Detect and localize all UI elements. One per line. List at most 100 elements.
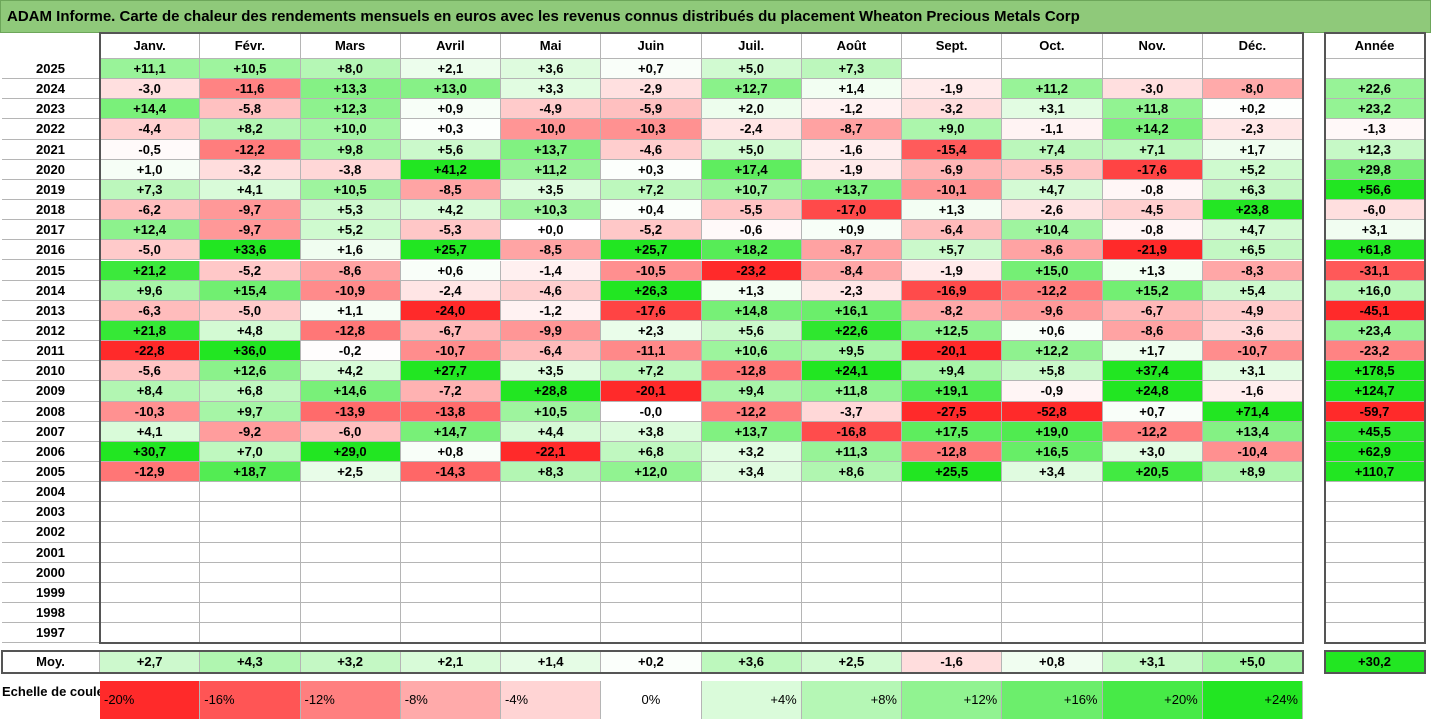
heatmap-cell: -3,0 xyxy=(100,79,201,100)
heatmap-cell: +20,5 xyxy=(1102,462,1203,483)
heatmap-cell xyxy=(100,482,201,503)
month-header: Juin xyxy=(601,33,702,59)
heatmap-cell xyxy=(400,603,501,624)
heatmap-cell xyxy=(701,603,802,624)
heatmap-cell: +5,0 xyxy=(701,59,802,80)
month-header: Nov. xyxy=(1102,33,1203,59)
heatmap-cell: +11,1 xyxy=(100,59,201,80)
heatmap-cell: -12,8 xyxy=(701,361,802,382)
heatmap-cell: +10,7 xyxy=(701,179,802,201)
year-label: 2007 xyxy=(2,421,100,442)
heatmap-cell: +24,8 xyxy=(1102,381,1203,402)
average-cell: -1,6 xyxy=(902,651,1003,674)
annual-cell xyxy=(1325,623,1425,644)
heatmap-cell: +12,4 xyxy=(100,220,201,241)
heatmap-cell xyxy=(400,522,501,543)
heatmap-cell: +25,7 xyxy=(601,240,702,261)
heatmap-cell: -12,2 xyxy=(200,139,301,160)
heatmap-cell: +0,6 xyxy=(1002,320,1103,342)
heatmap-cell: -13,9 xyxy=(300,401,401,422)
average-cell: +1,4 xyxy=(501,651,602,674)
annual-cell: -23,2 xyxy=(1325,341,1425,362)
heatmap-cell xyxy=(400,482,501,503)
heatmap-cell xyxy=(400,562,501,583)
year-label: 2002 xyxy=(2,522,100,543)
year-label: 2003 xyxy=(2,502,100,523)
heatmap-cell: -8,6 xyxy=(300,260,401,281)
heatmap-cell xyxy=(1202,562,1303,583)
heatmap-cell: -8,3 xyxy=(1202,260,1303,281)
heatmap-cell: +10,5 xyxy=(200,59,301,80)
heatmap-cell xyxy=(501,603,602,624)
heatmap-cell xyxy=(902,562,1003,583)
heatmap-cell xyxy=(1002,542,1103,563)
heatmap-cell: +6,3 xyxy=(1202,179,1303,201)
heatmap-cell: -3,7 xyxy=(801,401,902,422)
heatmap-cell: +3,5 xyxy=(501,179,602,201)
heatmap-cell xyxy=(100,623,201,644)
annual-cell: +45,5 xyxy=(1325,421,1425,442)
month-header: Janv. xyxy=(100,33,201,59)
heatmap-cell: -9,9 xyxy=(501,320,602,342)
heatmap-cell xyxy=(902,522,1003,543)
heatmap-cell: -2,9 xyxy=(601,79,702,100)
annual-header: Année xyxy=(1325,33,1425,59)
heatmap-cell xyxy=(100,522,201,543)
heatmap-cell: +1,6 xyxy=(300,240,401,261)
annual-cell: -6,0 xyxy=(1325,200,1425,221)
heatmap-cell: +9,5 xyxy=(801,341,902,362)
annual-cell xyxy=(1325,562,1425,583)
heatmap-cell: -1,2 xyxy=(501,300,602,321)
heatmap-cell: +5,2 xyxy=(1202,159,1303,180)
heatmap-cell: +0,9 xyxy=(801,220,902,241)
heatmap-cell: +0,7 xyxy=(1102,401,1203,422)
heatmap-cell: +3,3 xyxy=(501,79,602,100)
annual-cell: +16,0 xyxy=(1325,280,1425,301)
year-label: 2024 xyxy=(2,79,100,100)
heatmap-cell: +3,1 xyxy=(1002,99,1103,120)
heatmap-cell: +4,2 xyxy=(400,200,501,221)
heatmap-cell: -8,7 xyxy=(801,240,902,261)
heatmap-cell: +11,3 xyxy=(801,441,902,462)
heatmap-cell: -16,9 xyxy=(902,280,1003,301)
heatmap-cell xyxy=(200,502,301,523)
heatmap-cell: +2,0 xyxy=(701,99,802,120)
heatmap-cell: +23,8 xyxy=(1202,200,1303,221)
heatmap-cell: -17,6 xyxy=(1102,159,1203,180)
heatmap-cell: -16,8 xyxy=(801,421,902,442)
average-cell: +5,0 xyxy=(1202,651,1303,674)
month-header: Mars xyxy=(300,33,401,59)
annual-cell xyxy=(1325,542,1425,563)
heatmap-cell: +5,8 xyxy=(1002,361,1103,382)
heatmap-cell: +7,3 xyxy=(801,59,902,80)
heatmap-cell xyxy=(200,582,301,604)
heatmap-cell: +36,0 xyxy=(200,341,301,362)
year-label: 2023 xyxy=(2,99,100,120)
heatmap-cell: -10,0 xyxy=(501,119,602,140)
heatmap-cell: -23,2 xyxy=(701,260,802,281)
heatmap-cell: +6,8 xyxy=(601,441,702,462)
average-annual-cell: +30,2 xyxy=(1325,651,1425,674)
heatmap-cell: +0,3 xyxy=(400,119,501,140)
average-cell: +0,8 xyxy=(1002,651,1103,674)
heatmap-cell: +4,7 xyxy=(1002,179,1103,201)
heatmap-cell: -3,2 xyxy=(200,159,301,180)
year-label: 2015 xyxy=(2,260,100,281)
heatmap-cell: +1,3 xyxy=(902,200,1003,221)
heatmap-cell: +13,7 xyxy=(501,139,602,160)
heatmap-cell: -6,3 xyxy=(100,300,201,321)
heatmap-cell: -12,2 xyxy=(1102,421,1203,442)
heatmap-cell: +0,4 xyxy=(601,200,702,221)
heatmap-cell: +1,0 xyxy=(100,159,201,180)
heatmap-cell xyxy=(902,542,1003,563)
heatmap-cell xyxy=(400,542,501,563)
heatmap-cell: +4,8 xyxy=(200,320,301,342)
year-label: 1999 xyxy=(2,582,100,604)
annual-cell xyxy=(1325,603,1425,624)
annual-cell xyxy=(1325,582,1425,604)
heatmap-cell: +26,3 xyxy=(601,280,702,301)
color-scale-step: -4% xyxy=(501,681,602,719)
heatmap-cell xyxy=(100,502,201,523)
heatmap-cell: +3,1 xyxy=(1202,361,1303,382)
heatmap-cell: +8,0 xyxy=(300,59,401,80)
